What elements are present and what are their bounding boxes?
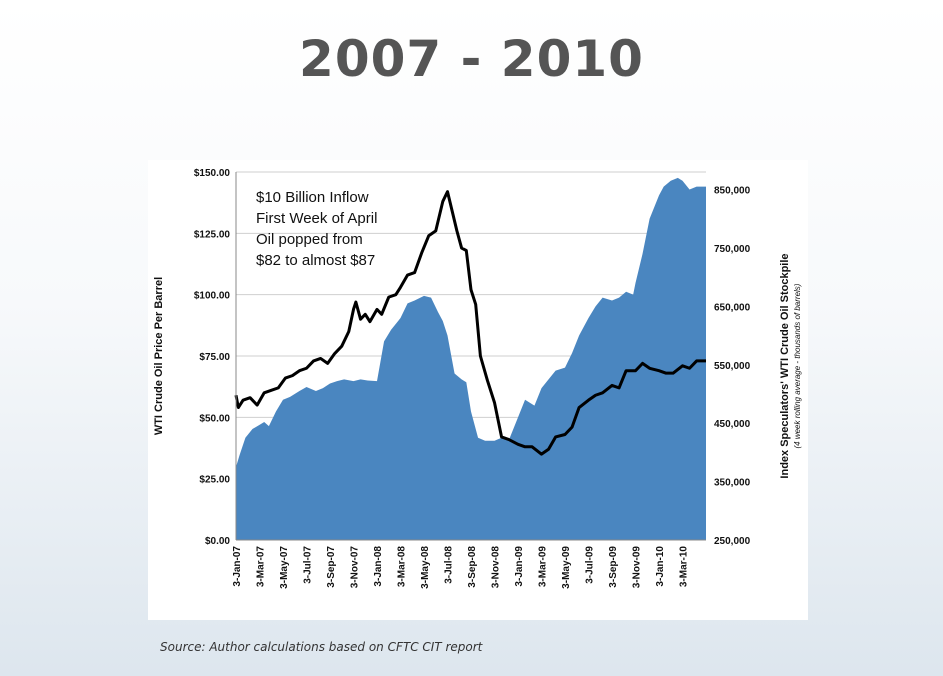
x-tick-label: 3-Sep-09 xyxy=(608,546,619,588)
x-tick-label: 3-Jan-09 xyxy=(514,546,525,587)
y2-tick-label: 350,000 xyxy=(714,478,751,489)
annotation-line: $82 to almost $87 xyxy=(256,252,375,269)
y2-axis-subtitle: (4 week rolling average - thousands of b… xyxy=(793,283,802,448)
x-tick-label: 3-Sep-07 xyxy=(326,546,337,588)
y-axis-title: WTI Crude Oil Price Per Barrel xyxy=(153,277,165,435)
y-tick-label: $150.00 xyxy=(194,168,231,179)
x-tick-label: 3-May-09 xyxy=(561,546,572,589)
x-tick-label: 3-Mar-07 xyxy=(256,546,267,588)
x-tick-label: 3-Mar-09 xyxy=(538,546,549,588)
y-tick-label: $125.00 xyxy=(194,229,231,240)
y2-tick-label: 850,000 xyxy=(714,186,751,197)
y2-axis-title: Index Speculators' WTI Crude Oil Stockpi… xyxy=(779,253,791,478)
y-tick-label: $50.00 xyxy=(199,413,230,424)
x-tick-label: 3-May-07 xyxy=(279,546,290,589)
x-tick-label: 3-Jul-08 xyxy=(444,546,455,584)
x-tick-label: 3-Jan-07 xyxy=(232,546,243,587)
x-tick-label: 3-Sep-08 xyxy=(467,546,478,588)
x-tick-label: 3-May-08 xyxy=(420,546,431,589)
chart-svg: $0.00 $25.00 $50.00 $75.00 $100.00 $125.00 $15… xyxy=(153,168,802,589)
y2-tick-label: 650,000 xyxy=(714,302,751,313)
x-tick-label: 3-Jul-07 xyxy=(303,546,314,584)
slide-title: 2007 - 2010 xyxy=(299,30,644,88)
x-tick-label: 3-Jul-09 xyxy=(585,546,596,584)
y-tick-label: $25.00 xyxy=(199,475,230,486)
x-tick-label: 3-Jan-10 xyxy=(655,546,666,587)
y-tick-label: $75.00 xyxy=(199,352,230,363)
annotation-line: First Week of April xyxy=(256,210,377,227)
source-note: Source: Author calculations based on CFT… xyxy=(160,640,483,654)
x-tick-label: 3-Nov-09 xyxy=(632,546,643,589)
oil-price-line xyxy=(234,190,706,456)
y-tick-label: $100.00 xyxy=(194,291,231,302)
annotation-line: Oil popped from xyxy=(256,231,363,248)
y-tick-label: $0.00 xyxy=(205,536,230,547)
x-tick-label: 3-Mar-08 xyxy=(397,546,408,588)
y2-tick-label: 450,000 xyxy=(714,419,751,430)
x-tick-label: 3-Mar-10 xyxy=(679,546,690,588)
x-tick-label: 3-Jan-08 xyxy=(373,546,384,587)
y2-tick-label: 750,000 xyxy=(714,244,751,255)
x-tick-label: 3-Nov-07 xyxy=(350,546,361,589)
chart-panel: $0.00 $25.00 $50.00 $75.00 $100.00 $125.00 $15… xyxy=(148,160,808,620)
y2-tick-label: 250,000 xyxy=(714,536,751,547)
annotation-line: $10 Billion Inflow xyxy=(256,189,369,206)
x-tick-label: 3-Nov-08 xyxy=(491,546,502,589)
y2-tick-label: 550,000 xyxy=(714,361,751,372)
stockpile-area xyxy=(236,177,706,540)
